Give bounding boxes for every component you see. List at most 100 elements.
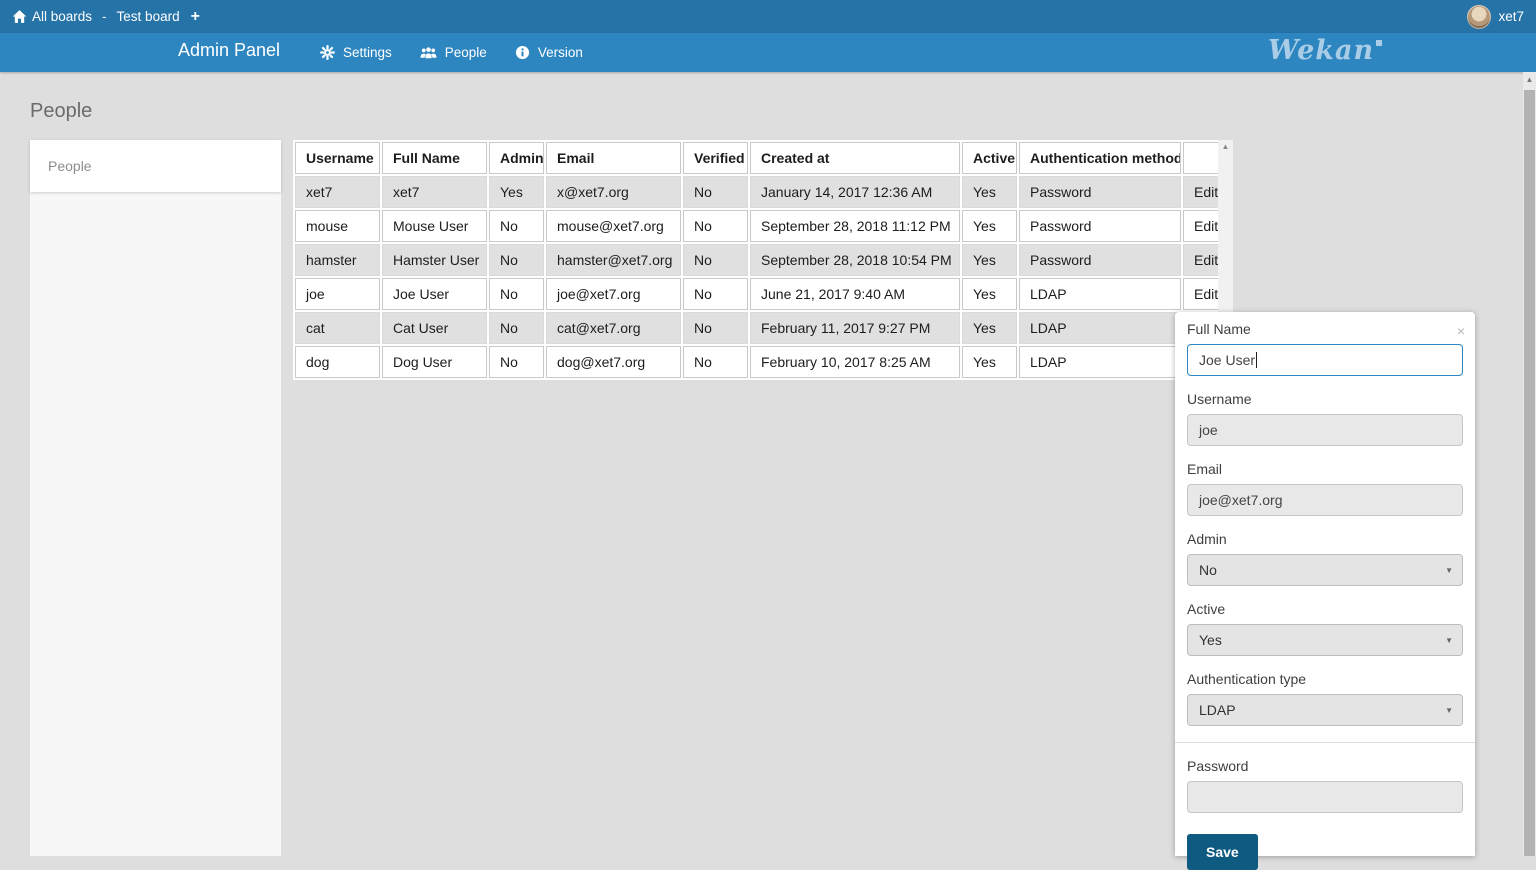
menu-item-label: Settings — [343, 45, 392, 60]
chevron-down-icon: ▼ — [1445, 706, 1453, 715]
column-header: Active — [962, 142, 1017, 174]
table-cell: No — [489, 210, 544, 242]
table-cell: dog@xet7.org — [546, 346, 681, 378]
full-name-label: Full Name — [1187, 321, 1251, 337]
table-cell: No — [489, 278, 544, 310]
table-cell: No — [489, 346, 544, 378]
table-cell: February 11, 2017 9:27 PM — [750, 312, 960, 344]
column-header: Created at — [750, 142, 960, 174]
table-row: hamster Hamster User No hamster@xet7.org No S… — [295, 244, 1226, 276]
table-cell: dog — [295, 346, 380, 378]
table-cell: No — [683, 176, 748, 208]
logo-dot — [1376, 40, 1383, 46]
breadcrumb-all-boards[interactable]: All boards — [32, 9, 93, 24]
table-cell: Cat User — [382, 312, 487, 344]
table-cell: Hamster User — [382, 244, 487, 276]
table-row: xet7 xet7 Yes x@xet7.org No January 14, 2017 … — [295, 176, 1226, 208]
chevron-down-icon: ▼ — [1445, 636, 1453, 645]
edit-user-panel: × Full Name Joe User Username joe Email … — [1175, 312, 1475, 870]
menu-item-people[interactable]: People — [420, 45, 487, 60]
table-cell: No — [683, 244, 748, 276]
table-cell: No — [683, 210, 748, 242]
edit-link[interactable]: Edit — [1194, 184, 1219, 200]
table-cell: Yes — [962, 176, 1017, 208]
table-cell: September 28, 2018 10:54 PM — [750, 244, 960, 276]
page-header-title: Admin Panel — [178, 40, 281, 60]
page-title: People — [30, 100, 93, 122]
save-button[interactable]: Save — [1187, 834, 1258, 870]
breadcrumb-board[interactable]: Test board — [116, 9, 180, 24]
table-cell: mouse — [295, 210, 380, 242]
wekan-logo: Wekan — [1268, 35, 1383, 66]
panel-divider — [1175, 742, 1475, 743]
active-select[interactable]: Yes ▼ — [1187, 624, 1463, 656]
table-cell: joe@xet7.org — [546, 278, 681, 310]
scroll-up-icon[interactable]: ▲ — [1221, 142, 1230, 151]
password-input[interactable] — [1187, 781, 1463, 813]
table-cell: xet7 — [382, 176, 487, 208]
table-row: joe Joe User No joe@xet7.org No June 21, 2017… — [295, 278, 1226, 310]
edit-link[interactable]: Edit — [1194, 286, 1219, 302]
table-cell: No — [683, 278, 748, 310]
table-cell: Dog User — [382, 346, 487, 378]
user-name: xet7 — [1498, 9, 1524, 24]
top-bar: All boards - Test board + xet7 — [0, 0, 1536, 33]
sidebar-item-people[interactable]: People — [30, 140, 281, 192]
email-input[interactable]: joe@xet7.org — [1187, 484, 1463, 516]
column-header: Verified — [683, 142, 748, 174]
menu-item-version[interactable]: Version — [515, 45, 583, 60]
username-input[interactable]: joe — [1187, 414, 1463, 446]
table-cell: hamster — [295, 244, 380, 276]
table-cell: January 14, 2017 12:36 AM — [750, 176, 960, 208]
table-cell: Yes — [489, 176, 544, 208]
breadcrumb-separator: - — [102, 9, 107, 24]
table-cell: cat@xet7.org — [546, 312, 681, 344]
table-row: mouse Mouse User No mouse@xet7.org No Septemb… — [295, 210, 1226, 242]
table-cell: No — [683, 346, 748, 378]
column-header: Username — [295, 142, 380, 174]
scrollbar-thumb[interactable] — [1524, 90, 1535, 856]
email-label: Email — [1187, 461, 1223, 477]
table-cell: Yes — [962, 210, 1017, 242]
table-scrollbar[interactable]: ▲ — [1218, 140, 1233, 312]
home-icon[interactable] — [12, 9, 27, 24]
user-avatar[interactable] — [1467, 4, 1492, 29]
chevron-down-icon: ▼ — [1445, 566, 1453, 575]
table-cell: LDAP — [1019, 346, 1181, 378]
close-icon[interactable]: × — [1456, 323, 1465, 339]
table-cell: cat — [295, 312, 380, 344]
table-row: cat Cat User No cat@xet7.org No February 11, … — [295, 312, 1226, 344]
table-cell: No — [489, 312, 544, 344]
edit-link[interactable]: Edit — [1194, 252, 1219, 268]
table-cell: LDAP — [1019, 312, 1181, 344]
table-cell: mouse@xet7.org — [546, 210, 681, 242]
table-cell: Joe User — [382, 278, 487, 310]
table-cell: September 28, 2018 11:12 PM — [750, 210, 960, 242]
add-board-icon[interactable]: + — [190, 7, 200, 25]
password-label: Password — [1187, 758, 1249, 774]
menu-item-label: Version — [537, 45, 583, 60]
menu-item-label: People — [444, 45, 487, 60]
auth-type-select[interactable]: LDAP ▼ — [1187, 694, 1463, 726]
edit-link[interactable]: Edit — [1194, 218, 1219, 234]
table-cell: Yes — [962, 346, 1017, 378]
auth-type-label: Authentication type — [1187, 671, 1307, 687]
table-cell: February 10, 2017 8:25 AM — [750, 346, 960, 378]
column-header: Email — [546, 142, 681, 174]
table-cell: x@xet7.org — [546, 176, 681, 208]
table-cell: Mouse User — [382, 210, 487, 242]
table-cell: June 21, 2017 9:40 AM — [750, 278, 960, 310]
page-scrollbar[interactable]: ▲ — [1523, 72, 1536, 856]
people-table: Username Full Name Admin Email Verified Creat… — [293, 140, 1228, 380]
scroll-up-icon[interactable]: ▲ — [1525, 75, 1534, 84]
menu-item-settings[interactable]: Settings — [320, 45, 392, 60]
table-row: dog Dog User No dog@xet7.org No February 10, … — [295, 346, 1226, 378]
text-caret — [1256, 352, 1258, 368]
table-cell: hamster@xet7.org — [546, 244, 681, 276]
table-cell: Yes — [962, 278, 1017, 310]
table-cell: Password — [1019, 244, 1181, 276]
admin-select[interactable]: No ▼ — [1187, 554, 1463, 586]
full-name-input[interactable]: Joe User — [1187, 344, 1463, 376]
sidebar: People — [30, 140, 281, 856]
table-cell: Yes — [962, 312, 1017, 344]
